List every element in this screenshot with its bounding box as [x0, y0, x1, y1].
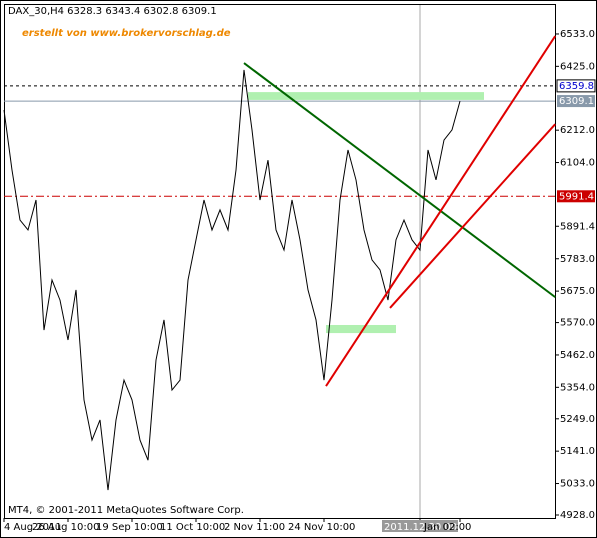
y-tick-label: 5891.4	[560, 221, 595, 232]
level-label: 6359.8	[559, 81, 594, 92]
trendline	[325, 35, 557, 387]
x-crosshair-box	[382, 520, 458, 532]
y-tick-label: 6533.0	[560, 29, 595, 40]
x-tick-label: 24 Nov 10:00	[288, 522, 355, 533]
footer: MT4, © 2001-2011 MetaQuotes Software Cor…	[8, 505, 244, 516]
x-tick-label: 26 Aug 10:00	[32, 522, 99, 533]
y-tick-label: 6212.0	[560, 125, 595, 136]
trendline	[389, 123, 556, 309]
level-label: 6309.1	[559, 96, 594, 107]
y-tick-label: 5675.0	[560, 286, 595, 297]
y-tick-label: 5783.0	[560, 254, 595, 265]
x-tick-label: Jan 02:00	[423, 522, 471, 533]
x-tick-label: 2 Nov 11:00	[224, 522, 285, 533]
zone	[326, 324, 396, 334]
price-line	[3, 69, 461, 491]
plot-border	[4, 4, 556, 519]
y-tick-label: 5141.0	[560, 446, 595, 457]
level-box	[557, 95, 595, 108]
subtitle: erstellt von www.brokervorschlag.de	[22, 28, 231, 39]
y-tick-label: 5249.0	[560, 414, 595, 425]
zone	[248, 92, 484, 100]
chart-title: DAX_30,H4 6328.3 6343.4 6302.8 6309.1	[8, 6, 217, 17]
y-tick-label: 5570.0	[560, 318, 595, 329]
x-tick-label: 2011.12.30 00:00	[384, 522, 473, 533]
level-label: 5991.4	[559, 191, 594, 202]
y-tick-label: 5462.0	[560, 350, 595, 361]
y-tick-label: 5033.0	[560, 479, 595, 490]
level-box	[556, 79, 596, 93]
y-tick-label: 6104.0	[560, 158, 595, 169]
y-tick-label: 4928.0	[560, 510, 595, 521]
x-tick-label: 4 Aug 2011	[4, 522, 62, 533]
x-tick-label: 11 Oct 10:00	[160, 522, 225, 533]
y-tick-label: 6425.0	[560, 61, 595, 72]
level-box	[557, 190, 595, 203]
y-tick-label: 5354.0	[560, 382, 595, 393]
trendline	[243, 62, 556, 298]
x-tick-label: 19 Sep 10:00	[96, 522, 163, 533]
